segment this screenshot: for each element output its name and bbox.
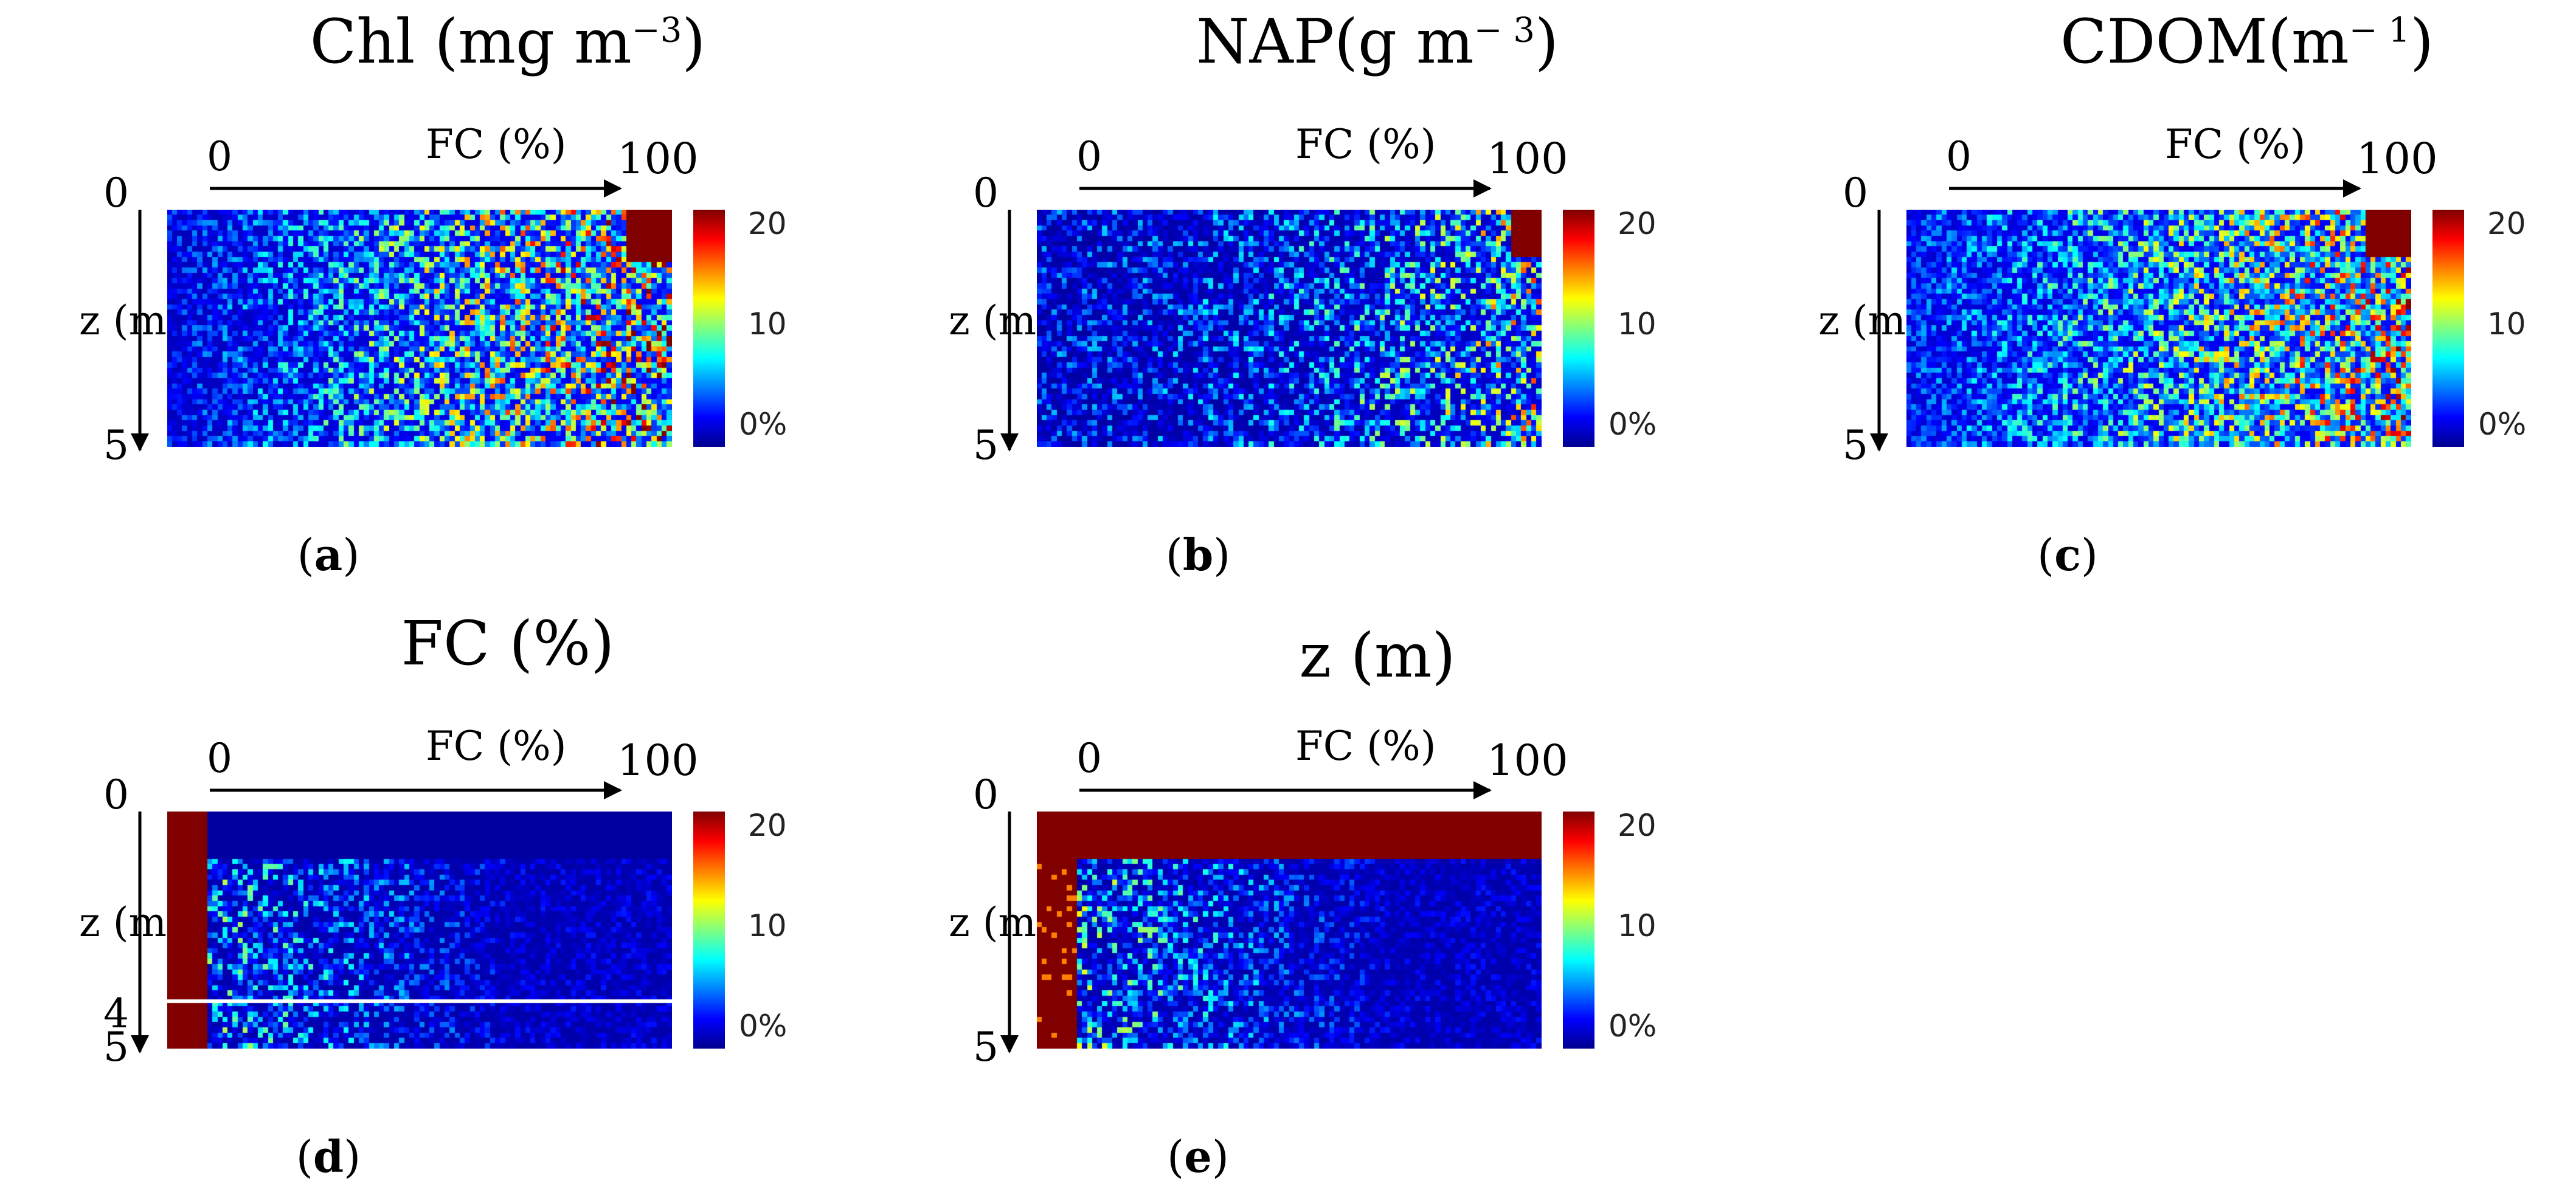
x-axis-label: FC (%) xyxy=(1295,723,1436,770)
x-axis-start-label: 0 xyxy=(207,735,232,782)
panel-label: (c) xyxy=(2037,529,2099,581)
x-axis-start-label: 0 xyxy=(207,133,232,180)
y-axis-label: z (m) xyxy=(949,297,1052,344)
axes: 0 FC (%) 100 0 z (m) 5 20 10 0% xyxy=(949,723,1657,1070)
colorbar-tick-max: 20 xyxy=(1618,808,1657,843)
y-axis-start-label: 0 xyxy=(1843,170,1868,216)
colorbar xyxy=(693,812,725,1049)
colorbar xyxy=(1563,210,1594,447)
title-text: z (m) xyxy=(1299,620,1456,691)
colorbar-tick-max: 20 xyxy=(2487,206,2526,241)
y-axis-label: z (m) xyxy=(1818,297,1922,344)
axes: 0 FC (%) 100 0 z (m) 54 20 10 0% xyxy=(79,723,787,1070)
x-axis-start-label: 0 xyxy=(1946,133,1972,180)
colorbar-tick-mid: 10 xyxy=(748,908,787,943)
colorbar-tick-mid: 10 xyxy=(1618,908,1657,943)
x-axis-label: FC (%) xyxy=(426,723,566,770)
y-axis-end-label: 5 xyxy=(103,1024,129,1070)
title-superscript: − 3 xyxy=(1473,10,1535,50)
colorbar-tick-min: 0% xyxy=(1608,407,1657,442)
panel-label: (b) xyxy=(1165,529,1231,581)
panel-letter: a xyxy=(314,529,343,581)
colorbar-tick-max: 20 xyxy=(748,206,787,241)
panel-label: (d) xyxy=(296,1131,361,1182)
panel-title: NAP(g m− 3) xyxy=(955,6,1800,77)
y-axis-end-label: 5 xyxy=(1843,422,1868,469)
colorbar-tick-mid: 10 xyxy=(1618,306,1657,342)
heatmap xyxy=(167,210,672,447)
y-axis-start-label: 0 xyxy=(973,771,999,818)
panel-letter: e xyxy=(1184,1131,1212,1182)
y-axis-start-label: 0 xyxy=(973,170,999,216)
axes: 0 FC (%) 100 0 z (m) 5 20 10 0% xyxy=(79,121,787,469)
y-axis-end-label: 5 xyxy=(973,1024,999,1070)
panel-label: (a) xyxy=(297,529,360,581)
title-close: ) xyxy=(1534,6,1559,77)
colorbar-tick-min: 0% xyxy=(1608,1008,1657,1044)
panel-b: NAP(g m− 3) 0 FC (%) 100 0 z (m) 5 20 10 0% (b) xyxy=(949,6,1800,590)
x-axis-end-label: 100 xyxy=(617,736,699,785)
panel-c: CDOM(m− 1) 0 FC (%) 100 0 z (m) 5 20 10 0% (c) xyxy=(1818,6,2576,590)
colorbar xyxy=(1563,812,1594,1049)
title-text: CDOM(m xyxy=(2060,6,2349,77)
heatmap xyxy=(1037,210,1542,447)
panel-a: Chl (mg m−3) 0 FC (%) 100 0 z (m) 5 20 10 0% (a) xyxy=(79,6,930,590)
y-axis-label: z (m) xyxy=(949,899,1052,946)
x-axis-end-label: 100 xyxy=(617,134,699,184)
title-text: Chl (mg m xyxy=(310,6,632,77)
panel-e: z (m) 0 FC (%) 100 0 z (m) 5 20 10 0% (e) xyxy=(949,608,1800,1191)
x-axis-start-label: 0 xyxy=(1076,735,1102,782)
colorbar-tick-mid: 10 xyxy=(748,306,787,342)
colorbar-tick-max: 20 xyxy=(1618,206,1657,241)
colorbar xyxy=(693,210,725,447)
axes: 0 FC (%) 100 0 z (m) 5 20 10 0% xyxy=(1818,121,2526,469)
y-axis-end-label: 5 xyxy=(103,422,129,469)
x-axis-start-label: 0 xyxy=(1076,133,1102,180)
title-text: FC (%) xyxy=(401,608,615,679)
x-axis-end-label: 100 xyxy=(2356,134,2438,184)
x-axis-label: FC (%) xyxy=(426,121,566,168)
y-axis-label: z (m) xyxy=(79,899,182,946)
y-axis-start-label: 0 xyxy=(103,771,129,818)
heatmap xyxy=(167,812,672,1049)
panel-title: FC (%) xyxy=(85,608,930,679)
y-axis-start-label: 0 xyxy=(103,170,129,216)
colorbar-tick-min: 0% xyxy=(739,407,787,442)
colorbar-tick-min: 0% xyxy=(739,1008,787,1044)
panel-d: FC (%) 0 FC (%) 100 0 z (m) 5 4 20 10 0% (d) xyxy=(79,608,930,1191)
y-axis-extra-tick: 4 xyxy=(103,990,129,1037)
panel-letter: c xyxy=(2054,529,2081,581)
title-close: ) xyxy=(2410,6,2434,77)
x-axis-end-label: 100 xyxy=(1487,736,1568,785)
x-axis-label: FC (%) xyxy=(2165,121,2305,168)
panel-title: z (m) xyxy=(955,620,1800,691)
title-text: NAP(g m xyxy=(1196,6,1474,77)
heatmap xyxy=(1037,812,1542,1049)
x-axis-label: FC (%) xyxy=(1295,121,1436,168)
heatmap xyxy=(1906,210,2411,447)
panel-letter: b xyxy=(1182,529,1214,581)
panel-label: (e) xyxy=(1167,1131,1229,1182)
y-axis-label: z (m) xyxy=(79,297,182,344)
colorbar-tick-max: 20 xyxy=(748,808,787,843)
colorbar xyxy=(2432,210,2464,447)
colorbar-tick-min: 0% xyxy=(2478,407,2526,442)
axes: 0 FC (%) 100 0 z (m) 5 20 10 0% xyxy=(949,121,1657,469)
panel-letter: d xyxy=(313,1131,344,1182)
colorbar-tick-mid: 10 xyxy=(2487,306,2526,342)
title-superscript: − 1 xyxy=(2349,10,2411,50)
y-axis-end-label: 5 xyxy=(973,422,999,469)
title-close: ) xyxy=(682,6,706,77)
title-superscript: −3 xyxy=(631,10,682,50)
panel-title: Chl (mg m−3) xyxy=(85,6,930,77)
x-axis-end-label: 100 xyxy=(1487,134,1568,184)
panel-title: CDOM(m− 1) xyxy=(1824,6,2576,77)
